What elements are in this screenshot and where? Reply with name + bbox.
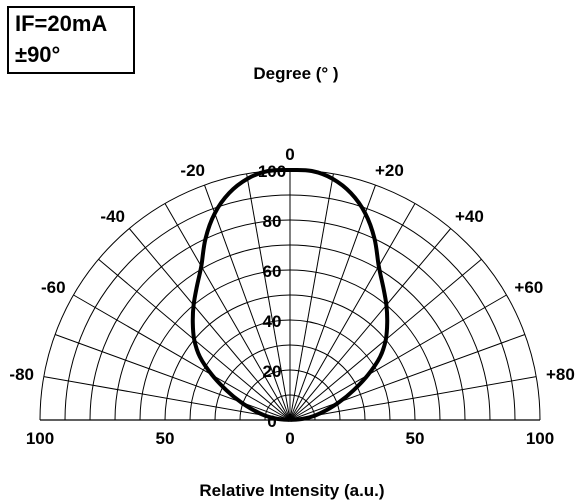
angle-tick-label: +20 bbox=[375, 161, 404, 180]
condition-current-label: IF=20mA bbox=[15, 11, 108, 36]
grid-spoke bbox=[54, 334, 291, 421]
x-tick-label: 100 bbox=[26, 429, 54, 448]
radial-tick-label: 40 bbox=[263, 312, 282, 331]
angle-tick-label: -80 bbox=[9, 365, 34, 384]
grid-spoke bbox=[128, 228, 291, 421]
grid-spoke bbox=[289, 334, 526, 421]
angle-tick-label: -20 bbox=[180, 161, 205, 180]
grid-spoke bbox=[246, 173, 291, 421]
grid-spoke bbox=[164, 203, 291, 421]
grid-spoke bbox=[289, 228, 452, 421]
x-axis-title: Relative Intensity (a.u.) bbox=[199, 481, 384, 500]
x-tick-label: 50 bbox=[406, 429, 425, 448]
tick-labels: -80 -60 -40 -20 0 +20 +40 +60 +80 0 20 40 60 80 100 100… bbox=[9, 145, 574, 448]
x-tick-label: 0 bbox=[285, 429, 294, 448]
radial-tick-label: 20 bbox=[263, 362, 282, 381]
intensity-curve-layer bbox=[190, 167, 390, 422]
angle-tick-label: -40 bbox=[100, 207, 125, 226]
grid-spoke bbox=[289, 184, 376, 421]
radial-tick-label: 0 bbox=[267, 412, 276, 431]
test-conditions-box: IF=20mA ±90° bbox=[7, 6, 135, 74]
grid-spoke bbox=[43, 376, 291, 421]
condition-angle-label: ±90° bbox=[15, 42, 61, 67]
radial-tick-label: 100 bbox=[258, 162, 286, 181]
radial-tick-label: 60 bbox=[263, 262, 282, 281]
angle-tick-label: -60 bbox=[41, 278, 66, 297]
grid-spoke bbox=[289, 173, 334, 421]
chart-title: Degree (° ) bbox=[253, 64, 338, 83]
grid-spoke bbox=[73, 294, 291, 421]
angle-tick-label: +80 bbox=[546, 365, 575, 384]
angle-tick-label: +60 bbox=[514, 278, 543, 297]
angle-tick-label: +40 bbox=[455, 207, 484, 226]
grid-spoke bbox=[289, 376, 537, 421]
intensity-curve bbox=[190, 167, 390, 422]
radial-tick-label: 80 bbox=[263, 212, 282, 231]
angle-tick-label: 0 bbox=[285, 145, 294, 164]
grid-spoke bbox=[289, 203, 416, 421]
grid-spoke bbox=[204, 184, 291, 421]
grid-spoke bbox=[289, 294, 507, 421]
x-tick-label: 100 bbox=[526, 429, 554, 448]
x-tick-label: 50 bbox=[156, 429, 175, 448]
